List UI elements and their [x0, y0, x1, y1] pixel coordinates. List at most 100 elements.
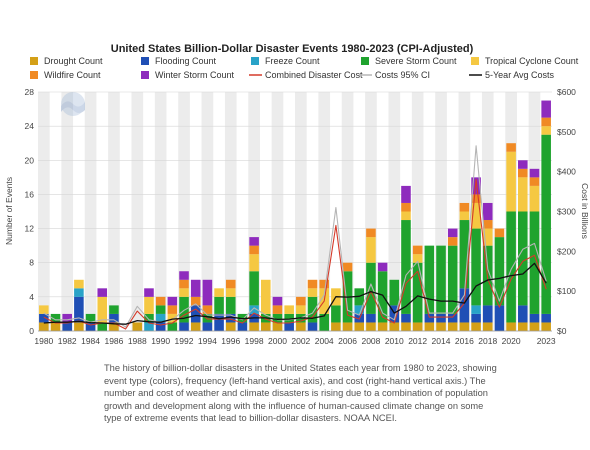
x-tick: 1982 — [58, 336, 77, 346]
bar-wildfire — [307, 279, 318, 289]
year-band — [271, 92, 284, 331]
year-band — [224, 92, 237, 331]
bar-drought — [109, 322, 119, 331]
bar-flooding — [190, 305, 201, 323]
bar-drought — [331, 322, 341, 331]
bar-severe — [284, 313, 294, 323]
bar-flooding — [214, 313, 224, 331]
legend-swatch — [30, 57, 38, 65]
y-tick-left: 20 — [25, 155, 35, 165]
x-tick: 2016 — [455, 336, 474, 346]
bar-wildfire — [249, 245, 259, 255]
bar-wildfire — [494, 228, 505, 238]
bar-severe — [389, 279, 400, 306]
bar-freeze — [155, 313, 166, 323]
bar-wildfire — [167, 305, 178, 314]
bar-drought — [459, 322, 470, 331]
legend-item: Costs 95% CI — [359, 70, 430, 80]
bar-flooding — [401, 313, 411, 323]
y-tick-left: 12 — [25, 224, 35, 234]
bar-flooding — [85, 322, 96, 331]
year-band — [411, 92, 424, 331]
year-band — [154, 92, 167, 331]
bar-winter — [190, 279, 201, 297]
legend-item: 5-Year Avg Costs — [469, 70, 555, 80]
bar-drought — [342, 322, 353, 331]
legend-label: Tropical Cyclone Count — [485, 56, 579, 66]
bar-flooding — [424, 313, 435, 323]
bar-tropical — [307, 288, 318, 297]
bar-drought — [272, 322, 283, 331]
bar-wildfire — [202, 305, 213, 314]
legend-item: Winter Storm Count — [141, 70, 235, 80]
year-band — [178, 92, 190, 331]
bar-flooding — [482, 305, 493, 323]
bar-wildfire — [518, 168, 528, 178]
bar-flooding — [494, 305, 505, 331]
bar-severe — [214, 296, 224, 314]
bar-tropical — [471, 202, 481, 229]
y-tick-right: $400 — [557, 167, 576, 177]
bar-severe — [366, 262, 376, 314]
bar-wildfire — [482, 220, 493, 229]
bar-tropical — [459, 211, 470, 221]
bar-severe — [319, 313, 329, 331]
bar-flooding — [529, 313, 540, 323]
bar-drought — [74, 322, 84, 331]
year-band — [38, 92, 50, 331]
legend-swatch — [471, 57, 479, 65]
chart-title: United States Billion-Dollar Disaster Ev… — [111, 43, 474, 55]
chart-caption: The history of billion-dollar disasters … — [104, 363, 497, 424]
legend-item: Flooding Count — [141, 56, 217, 66]
bar-tropical — [39, 305, 49, 314]
year-band — [248, 92, 260, 331]
y-tick-right: $300 — [557, 207, 576, 217]
legend-swatch — [30, 71, 38, 79]
bar-drought — [506, 322, 516, 331]
bar-severe — [109, 305, 119, 314]
bar-severe — [424, 245, 435, 314]
bar-drought — [50, 322, 61, 331]
y-axis-label-right: Cost in Billions — [580, 183, 590, 239]
x-tick: 1992 — [175, 336, 194, 346]
legend: Drought Count Flooding Count Freeze Count S… — [30, 56, 579, 80]
legend-label: Costs 95% CI — [375, 70, 430, 80]
y-axis-label-left: Number of Events — [4, 177, 14, 245]
bar-wildfire — [401, 202, 411, 212]
line-combined — [43, 179, 547, 330]
bar-severe — [144, 313, 154, 323]
bar-drought — [39, 322, 49, 331]
bar-drought — [518, 322, 528, 331]
legend-swatch — [141, 57, 149, 65]
bar-freeze — [471, 305, 481, 314]
bar-winter — [249, 237, 259, 246]
bar-flooding — [366, 313, 376, 323]
bar-tropical — [74, 279, 84, 289]
bar-drought — [249, 322, 259, 331]
bar-drought — [190, 322, 201, 331]
legend-label: Winter Storm Count — [155, 70, 235, 80]
legend-label: Severe Storm Count — [375, 56, 457, 66]
x-tick: 2012 — [408, 336, 427, 346]
bar-drought — [447, 322, 458, 331]
bar-severe — [447, 245, 458, 314]
legend-label: 5-Year Avg Costs — [485, 70, 555, 80]
x-tick: 2010 — [385, 336, 404, 346]
bar-drought — [401, 322, 411, 331]
x-tick: 2018 — [478, 336, 497, 346]
bar-tropical — [249, 254, 259, 272]
x-tick: 1994 — [198, 336, 217, 346]
y-tick-right: $500 — [557, 127, 576, 137]
bar-severe — [307, 296, 318, 323]
legend-label: Flooding Count — [155, 56, 217, 66]
bar-tropical — [167, 313, 178, 323]
bar-drought — [261, 322, 271, 331]
bar-flooding — [109, 313, 119, 323]
bar-tropical — [366, 237, 376, 263]
bar-wildfire — [342, 262, 353, 272]
bar-flooding — [179, 322, 189, 331]
bar-winter — [541, 100, 551, 118]
bar-tropical — [261, 279, 271, 314]
bar-freeze — [144, 322, 154, 331]
